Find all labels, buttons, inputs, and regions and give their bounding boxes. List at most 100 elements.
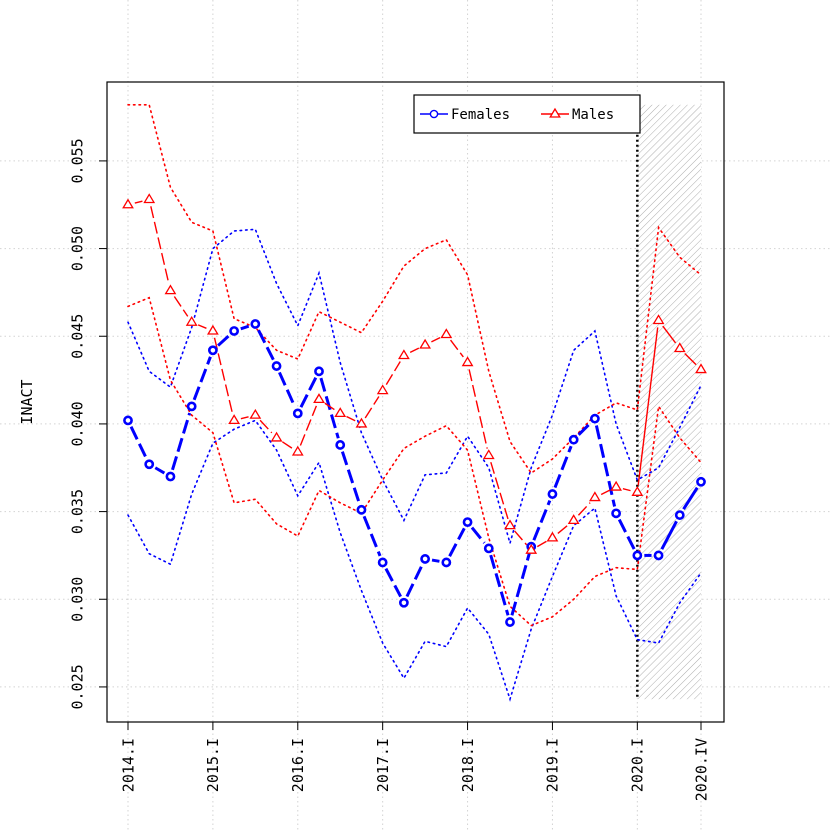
point-females <box>696 476 706 487</box>
point-males <box>695 363 707 374</box>
series-segment-males <box>468 369 488 449</box>
point-females <box>377 557 388 568</box>
series-segment-males <box>684 352 697 366</box>
series-segment-females <box>617 518 636 550</box>
point-males <box>249 408 262 419</box>
point-females <box>420 554 431 564</box>
y-tick-label: 0.035 <box>68 489 86 534</box>
series-segment-males <box>364 396 380 419</box>
series-line-females <box>129 324 699 616</box>
point-females <box>674 510 685 520</box>
point-males <box>482 449 495 460</box>
series-segment-females <box>489 554 510 616</box>
point-males <box>673 342 686 353</box>
series-segment-males <box>197 324 207 329</box>
point-males <box>567 514 580 525</box>
x-tick-label: 2020.I <box>629 738 647 792</box>
series-segment-females <box>532 499 552 541</box>
point-females <box>207 345 218 356</box>
series-segment-females <box>431 558 440 563</box>
lower-band-females <box>127 419 702 702</box>
point-females <box>292 408 303 419</box>
x-tick-label: 2020.IV <box>692 738 710 801</box>
legend-box <box>413 94 641 134</box>
legend-marker-females <box>429 109 439 119</box>
point-females <box>314 366 324 377</box>
series-segment-males <box>173 296 189 317</box>
point-males <box>525 543 538 554</box>
legend: Females Males <box>413 94 641 134</box>
y-tick-label: 0.025 <box>68 664 86 709</box>
legend-marker-males <box>549 107 561 118</box>
point-females <box>229 326 240 336</box>
point-females <box>123 415 133 426</box>
point-females <box>632 550 643 561</box>
point-males <box>334 407 347 418</box>
y-tick-label: 0.055 <box>68 138 86 183</box>
point-males <box>504 519 516 530</box>
point-males <box>631 486 644 496</box>
point-males <box>546 531 559 542</box>
y-tick-label: 0.040 <box>68 401 86 446</box>
series-segment-females <box>340 451 361 504</box>
series-segment-females <box>448 527 466 557</box>
x-tick-label: 2015.I <box>204 738 222 792</box>
confidence-bands <box>127 104 702 702</box>
series-segment-females <box>405 564 424 598</box>
series-segment-males <box>514 530 528 546</box>
point-males <box>185 315 198 326</box>
series-segment-males <box>536 540 547 548</box>
point-females <box>589 413 600 424</box>
series-segment-females <box>257 329 275 361</box>
series-segment-females <box>319 377 340 439</box>
upper-band-males <box>127 104 702 475</box>
series-segment-males <box>346 415 356 422</box>
series-segment-females <box>577 422 591 436</box>
series-segment-males <box>600 489 611 496</box>
point-males <box>270 431 283 442</box>
point-females <box>144 459 155 470</box>
point-males <box>291 445 304 456</box>
series-line-males <box>134 200 697 548</box>
series-segment-males <box>385 361 401 385</box>
x-tick-label: 2014.I <box>119 738 137 792</box>
series-segment-males <box>409 347 420 354</box>
series-lines <box>129 200 699 616</box>
series-segment-females <box>299 376 318 408</box>
point-females <box>568 434 579 445</box>
point-males <box>652 314 665 325</box>
series-segment-females <box>660 520 678 550</box>
point-females <box>547 489 558 499</box>
series-segment-females <box>682 486 699 510</box>
x-tick-label: 2017.I <box>374 738 392 792</box>
series-segment-males <box>449 339 464 358</box>
series-segment-females <box>384 567 402 598</box>
series-segment-females <box>278 371 297 408</box>
point-females <box>250 319 261 329</box>
point-females <box>505 617 515 627</box>
point-females <box>611 508 622 519</box>
series-segment-males <box>150 206 170 284</box>
series-segment-females <box>510 552 531 616</box>
legend-label-females: Females <box>451 107 510 123</box>
series-segment-males <box>259 419 273 434</box>
point-females <box>271 361 282 371</box>
point-males <box>461 356 474 367</box>
series-segment-males <box>134 200 143 204</box>
point-males <box>228 414 241 425</box>
point-males <box>143 193 156 204</box>
point-males <box>355 417 368 428</box>
y-tick-label: 0.030 <box>68 577 86 622</box>
series-segment-females <box>240 324 250 331</box>
point-females <box>462 517 473 528</box>
series-segment-males <box>622 488 631 492</box>
series-segment-males <box>577 502 591 516</box>
point-females <box>441 557 452 568</box>
point-females <box>653 550 664 561</box>
point-females <box>483 543 494 554</box>
series-segment-males <box>324 402 335 411</box>
point-males <box>419 338 432 349</box>
point-females <box>398 597 409 608</box>
x-axis: 2014.I 2015.I 2016.I 2017.I 2018.I 2019.I 2020… <box>119 722 710 801</box>
